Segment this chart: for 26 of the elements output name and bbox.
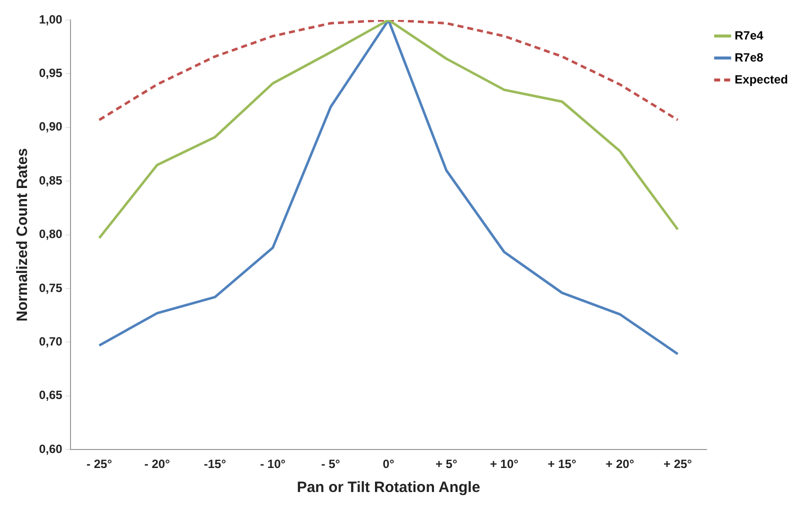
x-tick-label: 0° xyxy=(382,457,394,472)
x-tick-label: - 5° xyxy=(321,457,340,472)
legend-label: R7e8 xyxy=(734,50,764,64)
legend-label: R7e4 xyxy=(734,28,764,42)
line-series xyxy=(98,20,679,122)
y-tick-label: 0,75 xyxy=(38,280,63,295)
x-tick-label: + 20° xyxy=(606,457,634,472)
x-axis-title: Pan or Tilt Rotation Angle xyxy=(296,479,480,496)
y-tick-label: 0,60 xyxy=(38,442,63,456)
x-tick-label: + 10° xyxy=(490,457,519,472)
x-tick-label: - 20° xyxy=(144,457,170,472)
x-tick-label: + 25° xyxy=(663,457,692,472)
x-tick-label: + 5° xyxy=(435,457,458,472)
y-tick-label: 0,90 xyxy=(38,120,63,134)
legend-label: Expected xyxy=(734,72,788,86)
y-tick-label: 0,85 xyxy=(38,173,63,188)
y-tick-label: 0,70 xyxy=(38,334,63,349)
x-tick-label: - 25° xyxy=(86,457,112,472)
y-tick-label: 0,95 xyxy=(38,66,63,80)
x-tick-label: + 15° xyxy=(548,457,576,472)
y-tick-label: 0,80 xyxy=(38,227,63,242)
y-axis-title: Normalized Count Rates xyxy=(14,148,32,322)
x-tick-label: - 10° xyxy=(260,457,286,472)
x-tick-label: -15° xyxy=(204,457,226,472)
y-tick-label: 1,00 xyxy=(38,12,63,26)
y-tick-label: 0,65 xyxy=(38,388,63,402)
